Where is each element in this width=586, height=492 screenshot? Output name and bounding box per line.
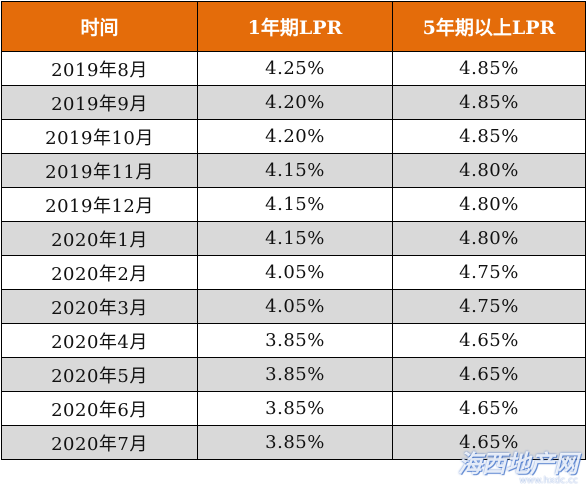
cell-5y-lpr: 4.65% xyxy=(392,391,586,426)
table-row: 2020年5月 3.85% 4.65% xyxy=(1,357,586,392)
table-row: 2020年2月 4.05% 4.75% xyxy=(1,255,586,290)
cell-date: 2019年9月 xyxy=(1,85,198,120)
cell-5y-lpr: 4.85% xyxy=(392,119,586,154)
cell-date: 2020年1月 xyxy=(1,221,198,256)
cell-5y-lpr: 4.65% xyxy=(392,357,586,392)
cell-date: 2020年2月 xyxy=(1,255,198,290)
table-row: 2019年9月 4.20% 4.85% xyxy=(1,85,586,120)
table-body: 2019年8月 4.25% 4.85% 2019年9月 4.20% 4.85% … xyxy=(1,51,586,460)
table-row: 2020年6月 3.85% 4.65% xyxy=(1,391,586,426)
cell-5y-lpr: 4.85% xyxy=(392,51,586,86)
table-row: 2019年8月 4.25% 4.85% xyxy=(1,51,586,86)
cell-date: 2019年11月 xyxy=(1,153,198,188)
cell-1y-lpr: 3.85% xyxy=(197,323,393,358)
table-row: 2019年11月 4.15% 4.80% xyxy=(1,153,586,188)
cell-1y-lpr: 4.25% xyxy=(197,51,393,86)
cell-date: 2020年6月 xyxy=(1,391,198,426)
table-row: 2019年12月 4.15% 4.80% xyxy=(1,187,586,222)
cell-5y-lpr: 4.75% xyxy=(392,289,586,324)
cell-1y-lpr: 3.85% xyxy=(197,391,393,426)
header-date: 时间 xyxy=(1,1,198,52)
cell-date: 2020年7月 xyxy=(1,425,198,460)
cell-1y-lpr: 4.15% xyxy=(197,221,393,256)
cell-date: 2020年4月 xyxy=(1,323,198,358)
cell-1y-lpr: 4.20% xyxy=(197,119,393,154)
table-row: 2020年7月 3.85% 4.65% xyxy=(1,425,586,460)
cell-date: 2020年3月 xyxy=(1,289,198,324)
cell-1y-lpr: 4.15% xyxy=(197,187,393,222)
header-5y-lpr: 5年期以上LPR xyxy=(392,1,586,52)
watermark-url: www.hxdc.cc xyxy=(519,476,578,486)
cell-5y-lpr: 4.80% xyxy=(392,153,586,188)
table-row: 2019年10月 4.20% 4.85% xyxy=(1,119,586,154)
cell-5y-lpr: 4.80% xyxy=(392,221,586,256)
cell-1y-lpr: 4.20% xyxy=(197,85,393,120)
cell-1y-lpr: 4.05% xyxy=(197,255,393,290)
cell-date: 2019年12月 xyxy=(1,187,198,222)
cell-1y-lpr: 4.15% xyxy=(197,153,393,188)
lpr-rate-table: 时间 1年期LPR 5年期以上LPR 2019年8月 4.25% 4.85% 2… xyxy=(1,1,586,460)
table-row: 2020年1月 4.15% 4.80% xyxy=(1,221,586,256)
cell-1y-lpr: 4.05% xyxy=(197,289,393,324)
cell-5y-lpr: 4.65% xyxy=(392,425,586,460)
cell-1y-lpr: 3.85% xyxy=(197,357,393,392)
cell-5y-lpr: 4.75% xyxy=(392,255,586,290)
table-row: 2020年4月 3.85% 4.65% xyxy=(1,323,586,358)
cell-date: 2019年8月 xyxy=(1,51,198,86)
cell-5y-lpr: 4.85% xyxy=(392,85,586,120)
cell-1y-lpr: 3.85% xyxy=(197,425,393,460)
header-1y-lpr: 1年期LPR xyxy=(197,1,393,52)
table-header: 时间 1年期LPR 5年期以上LPR xyxy=(1,1,586,52)
header-row: 时间 1年期LPR 5年期以上LPR xyxy=(1,1,586,52)
cell-date: 2020年5月 xyxy=(1,357,198,392)
cell-5y-lpr: 4.65% xyxy=(392,323,586,358)
cell-date: 2019年10月 xyxy=(1,119,198,154)
cell-5y-lpr: 4.80% xyxy=(392,187,586,222)
table-row: 2020年3月 4.05% 4.75% xyxy=(1,289,586,324)
